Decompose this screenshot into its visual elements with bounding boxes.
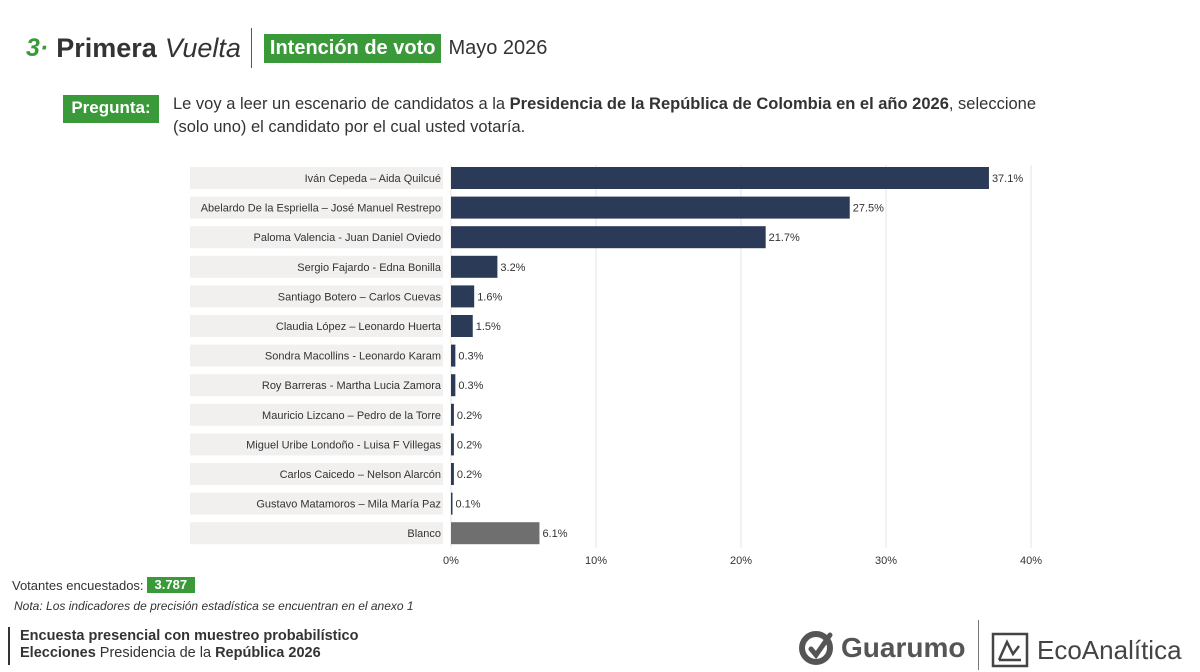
bar xyxy=(451,463,454,485)
category-label: Santiago Botero – Carlos Cuevas xyxy=(278,291,442,303)
question-badge: Pregunta: xyxy=(63,95,159,123)
bar xyxy=(451,315,473,337)
survey-date: Mayo 2026 xyxy=(448,36,548,59)
bar xyxy=(451,167,989,189)
category-label: Miguel Uribe Londoño - Luisa F Villegas xyxy=(246,439,441,451)
category-band xyxy=(190,522,443,545)
bar-value-label: 3.2% xyxy=(500,262,525,274)
category-band xyxy=(190,374,443,397)
category-label: Claudia López – Leonardo Huerta xyxy=(276,321,442,333)
header-divider xyxy=(250,28,252,68)
bar-value-label: 0.3% xyxy=(458,351,483,363)
bar-value-label: 0.2% xyxy=(457,439,482,451)
footer-line2-bold2: República 2026 xyxy=(215,645,321,661)
bar xyxy=(451,403,454,426)
bar-value-label: 0.3% xyxy=(458,380,483,392)
category-band xyxy=(190,433,443,456)
bar-chart: Iván Cepeda – Aida Quilcué 37.1% Abelardo … xyxy=(190,165,1042,567)
x-tick-label: 0% xyxy=(443,555,459,567)
category-band xyxy=(190,463,443,485)
ecoanalitica-logo: EcoAnalítica xyxy=(991,630,1182,670)
bar xyxy=(451,374,456,397)
page-title-italic: Vuelta xyxy=(164,32,241,63)
category-band xyxy=(190,196,443,219)
footer-divider xyxy=(8,627,10,665)
category-label: Carlos Caicedo – Nelson Alarcón xyxy=(280,469,441,481)
page-header: 3· Primera Vuelta Intención de voto Mayo… xyxy=(26,28,547,68)
category-label: Paloma Valencia - Juan Daniel Oviedo xyxy=(253,232,441,244)
category-band xyxy=(190,167,443,189)
category-band xyxy=(190,226,443,249)
x-tick-label: 10% xyxy=(585,555,607,567)
bar xyxy=(451,196,850,219)
category-label: Sergio Fajardo - Edna Bonilla xyxy=(297,262,442,274)
logo-divider xyxy=(978,620,979,670)
footer-line2-bold: Elecciones xyxy=(20,645,96,661)
category-band xyxy=(190,255,443,278)
category-band xyxy=(190,285,443,308)
bar-value-label: 0.1% xyxy=(456,499,481,511)
category-label: Sondra Macollins - Leonardo Karam xyxy=(265,351,441,363)
question-text-pre: Le voy a leer un escenario de candidatos… xyxy=(173,95,510,113)
category-label: Roy Barreras - Martha Lucia Zamora xyxy=(262,380,442,392)
category-label: Mauricio Lizcano – Pedro de la Torre xyxy=(262,410,441,422)
bar xyxy=(451,492,453,515)
page-title: Primera xyxy=(56,32,157,63)
bar xyxy=(451,255,498,278)
bar xyxy=(451,285,475,308)
bar xyxy=(451,344,456,367)
question-text-bold: Presidencia de la República de Colombia … xyxy=(509,95,949,113)
sample-size: Votantes encuestados: 3.787 xyxy=(12,577,196,593)
bar-value-label: 0.2% xyxy=(457,410,482,422)
bar-value-label: 21.7% xyxy=(769,232,800,244)
category-band xyxy=(190,492,443,515)
bar-value-label: 1.5% xyxy=(476,321,501,333)
bar xyxy=(451,433,454,456)
x-tick-label: 30% xyxy=(875,555,897,567)
category-band xyxy=(190,315,443,337)
category-band xyxy=(190,403,443,426)
footer-line2-rest: Presidencia de la xyxy=(95,645,216,661)
footer-text: Encuesta presencial con muestreo probabi… xyxy=(20,628,358,662)
x-tick-label: 40% xyxy=(1020,555,1042,567)
sample-size-value: 3.787 xyxy=(146,577,196,593)
guarumo-logo: Guarumo xyxy=(797,628,965,668)
category-label: Iván Cepeda – Aida Quilcué xyxy=(305,173,441,185)
category-label: Blanco xyxy=(407,528,441,540)
question-text-post: , seleccione (solo uno) el candidato por… xyxy=(173,95,1037,136)
guarumo-logo-icon xyxy=(799,631,833,665)
bar-value-label: 27.5% xyxy=(853,203,884,215)
topic-badge: Intención de voto xyxy=(263,33,442,63)
guarumo-logo-text: Guarumo xyxy=(841,632,966,663)
bar xyxy=(451,522,540,545)
category-label: Abelardo De la Espriella – José Manuel R… xyxy=(201,203,441,215)
bar-value-label: 37.1% xyxy=(992,173,1023,185)
ecoanalitica-logo-icon xyxy=(991,632,1029,668)
footnote: Nota: Los indicadores de precisión estad… xyxy=(14,599,414,613)
question-text: Le voy a leer un escenario de candidatos… xyxy=(173,93,1043,139)
category-band xyxy=(190,344,443,367)
x-tick-label: 20% xyxy=(730,555,752,567)
footer-line1: Encuesta presencial con muestreo probabi… xyxy=(20,628,359,644)
sample-size-label: Votantes encuestados: xyxy=(12,577,144,593)
bar xyxy=(451,226,766,249)
category-label: Gustavo Matamoros – Mila María Paz xyxy=(256,499,441,511)
section-number: 3· xyxy=(26,33,49,62)
bar-value-label: 0.2% xyxy=(457,469,482,481)
bar-value-label: 6.1% xyxy=(542,528,567,540)
bar-value-label: 1.6% xyxy=(477,291,502,303)
ecoanalitica-logo-text: EcoAnalítica xyxy=(1037,634,1182,665)
